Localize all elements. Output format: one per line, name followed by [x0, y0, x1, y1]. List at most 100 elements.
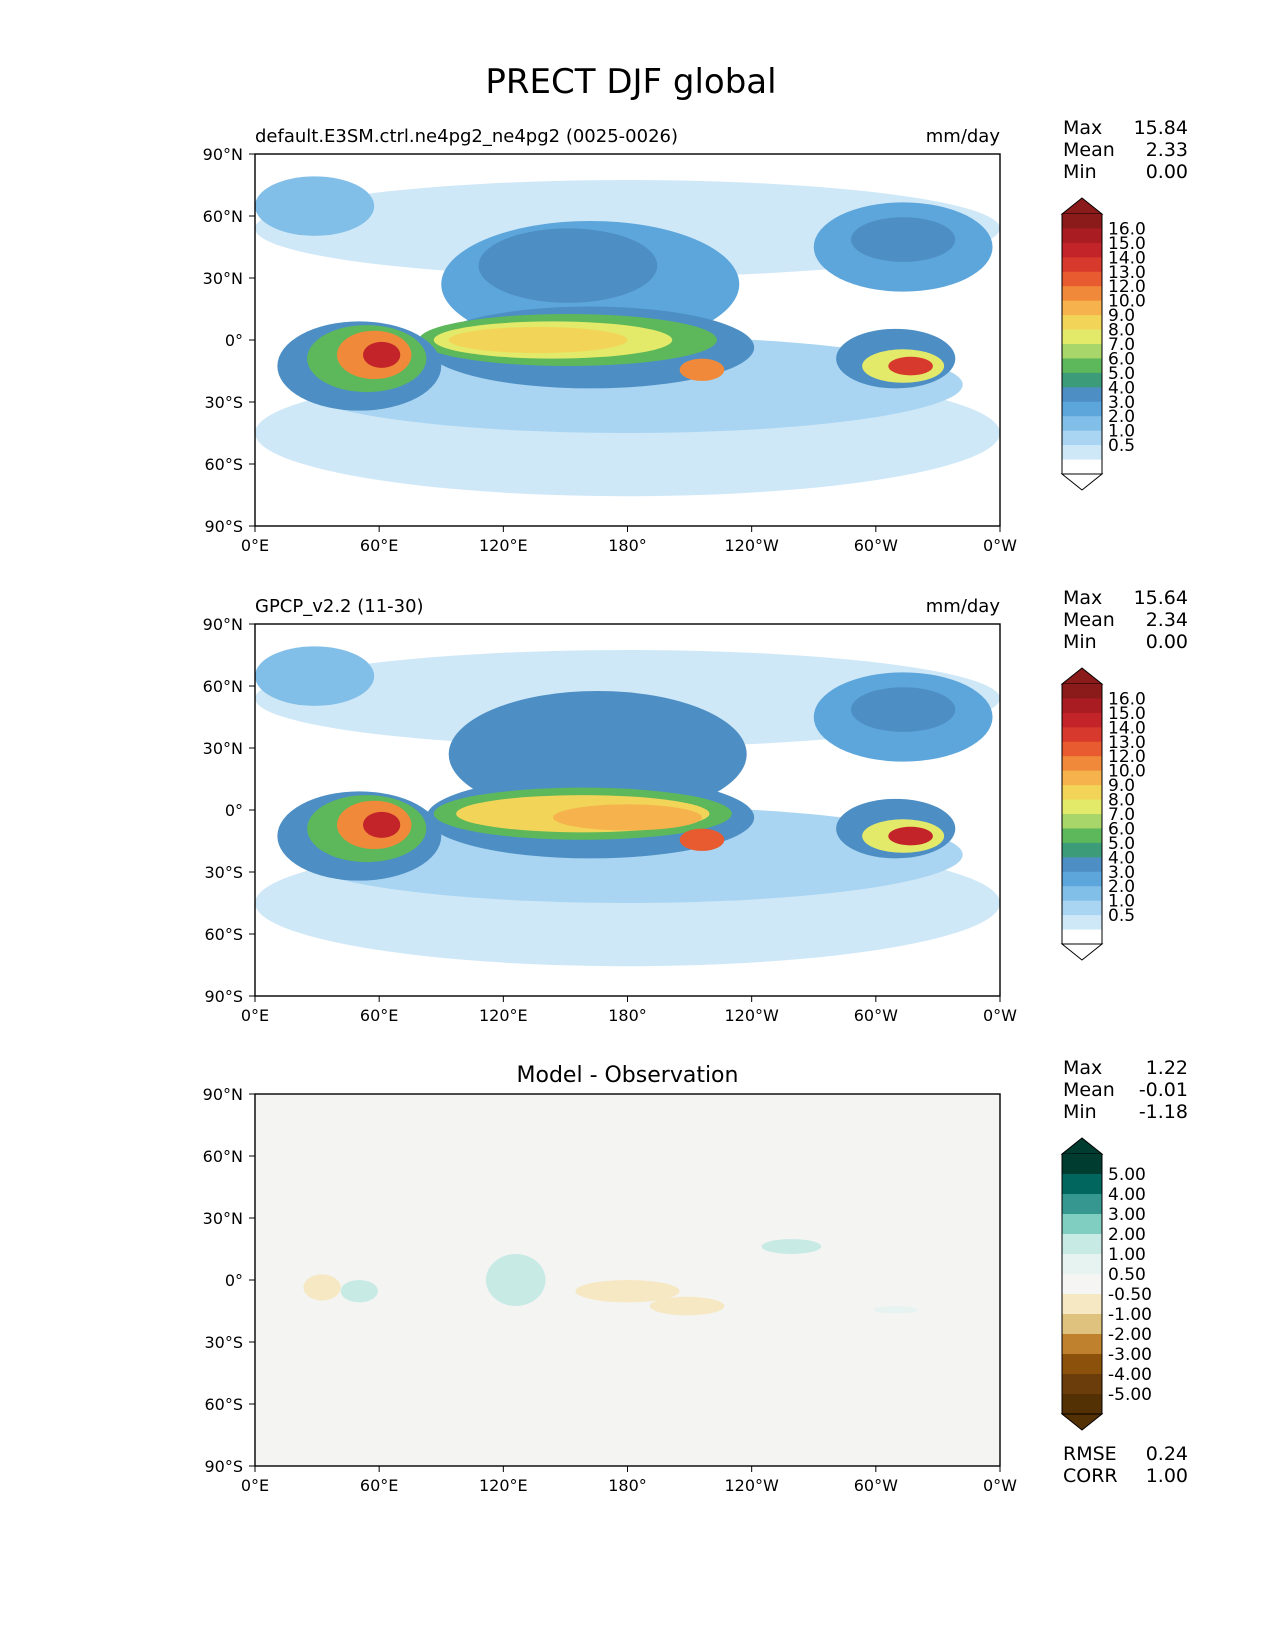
- precip-field: [255, 646, 1000, 967]
- colorbar-tick-label: 3.0: [1108, 863, 1135, 883]
- contour-region: [575, 1280, 680, 1303]
- x-tick-label: 60°W: [854, 536, 898, 555]
- colorbar-tick-label: 4.00: [1108, 1185, 1146, 1205]
- colorbar-swatch: [1062, 698, 1102, 714]
- colorbar-swatch: [1062, 1234, 1102, 1255]
- colorbar-swatch: [1062, 416, 1102, 432]
- y-tick-label: 30°S: [204, 863, 243, 882]
- colorbar-swatch: [1062, 756, 1102, 772]
- x-tick-label: 0°E: [241, 536, 269, 555]
- colorbar-tick-label: 5.0: [1108, 364, 1135, 384]
- colorbar-swatch: [1062, 1374, 1102, 1395]
- colorbar-swatch: [1062, 1154, 1102, 1175]
- colorbar-swatch: [1062, 1294, 1102, 1315]
- colorbar-swatch: [1062, 257, 1102, 273]
- x-tick-label: 60°E: [360, 1476, 398, 1495]
- colorbar-swatch: [1062, 1314, 1102, 1335]
- colorbar-swatch: [1062, 459, 1102, 475]
- colorbar-tick-label: 15.0: [1108, 704, 1146, 724]
- colorbar-swatch: [1062, 1394, 1102, 1415]
- colorbar-extend-min: [1060, 473, 1104, 491]
- contour-region: [485, 1253, 546, 1307]
- x-tick-label: 0°W: [983, 536, 1017, 555]
- y-tick-label: 30°N: [203, 739, 243, 758]
- stat-label: Mean: [1063, 1079, 1115, 1101]
- y-tick-label: 90°S: [204, 517, 243, 536]
- colorbar-tick-label: 7.0: [1108, 805, 1135, 825]
- colorbar-swatch: [1062, 1334, 1102, 1355]
- x-tick-label: 0°E: [241, 1476, 269, 1495]
- colorbar-tick-label: -4.00: [1108, 1365, 1152, 1385]
- colorbar-swatch: [1062, 401, 1102, 417]
- colorbar-tick-label: 0.50: [1108, 1265, 1146, 1285]
- colorbar-tick-label: 16.0: [1108, 219, 1146, 239]
- contour-region: [553, 804, 702, 831]
- stat-label: Max: [1063, 587, 1102, 609]
- y-tick-label: 90°N: [203, 1085, 243, 1104]
- colorbar-tick-label: 1.0: [1108, 422, 1135, 442]
- colorbar-swatch: [1062, 684, 1102, 699]
- figure-title: PRECT DJF global: [485, 62, 776, 102]
- colorbar-tick-label: -3.00: [1108, 1345, 1152, 1365]
- colorbar-swatch: [1062, 214, 1102, 229]
- colorbar-swatch: [1062, 727, 1102, 743]
- colorbar-tick-label: -2.00: [1108, 1325, 1152, 1345]
- stat-value: -1.18: [1139, 1101, 1188, 1123]
- colorbar-swatch: [1062, 430, 1102, 446]
- x-tick-label: 120°E: [479, 536, 528, 555]
- colorbar-extend-min: [1060, 943, 1104, 961]
- y-tick-label: 60°N: [203, 1147, 243, 1166]
- colorbar-tick-label: 10.0: [1108, 762, 1146, 782]
- colorbar-extend-max: [1060, 667, 1104, 685]
- colorbar: 16.015.014.013.012.010.09.08.07.06.05.04…: [1060, 667, 1146, 961]
- stat-label: Min: [1063, 631, 1097, 653]
- x-tick-label: 0°E: [241, 1006, 269, 1025]
- colorbar-swatch: [1062, 1194, 1102, 1215]
- y-tick-label: 30°S: [204, 1333, 243, 1352]
- contour-region: [363, 341, 401, 368]
- colorbar-swatch: [1062, 387, 1102, 403]
- colorbar-swatch: [1062, 228, 1102, 244]
- panel-left-title: default.E3SM.ctrl.ne4pg2_ne4pg2 (0025-00…: [255, 126, 678, 147]
- stat-label: Mean: [1063, 609, 1115, 631]
- colorbar-tick-label: -0.50: [1108, 1285, 1152, 1305]
- colorbar-tick-label: 0.5: [1108, 906, 1135, 926]
- colorbar-tick-label: 9.0: [1108, 306, 1135, 326]
- colorbar-swatch: [1062, 900, 1102, 916]
- panel-test: default.E3SM.ctrl.ne4pg2_ne4pg2 (0025-00…: [203, 117, 1188, 555]
- colorbar-tick-label: 7.0: [1108, 335, 1135, 355]
- colorbar-swatch: [1062, 785, 1102, 801]
- colorbar-swatch: [1062, 915, 1102, 931]
- y-tick-label: 30°N: [203, 269, 243, 288]
- colorbar-swatch: [1062, 372, 1102, 388]
- colorbar-swatch: [1062, 344, 1102, 359]
- contour-region: [478, 228, 658, 303]
- panel-units: mm/day: [926, 126, 1001, 147]
- colorbar-tick-label: 8.0: [1108, 321, 1135, 341]
- colorbar-swatch: [1062, 741, 1102, 757]
- contour-region: [649, 1296, 725, 1316]
- panel-ref: GPCP_v2.2 (11-30) mm/day 0°E 60°E 120°E 180° 1…: [203, 587, 1188, 1025]
- colorbar-tick-label: 0.5: [1108, 436, 1135, 456]
- colorbar-tick-label: 6.0: [1108, 349, 1135, 369]
- colorbar-swatch: [1062, 871, 1102, 887]
- colorbar: 16.015.014.013.012.010.09.08.07.06.05.04…: [1060, 197, 1146, 491]
- colorbar-swatch: [1062, 814, 1102, 829]
- stat-value: 1.22: [1146, 1057, 1188, 1079]
- x-tick-label: 180°: [608, 1476, 647, 1495]
- y-tick-label: 60°N: [203, 207, 243, 226]
- x-tick-label: 180°: [608, 1006, 647, 1025]
- x-tick-label: 0°W: [983, 1476, 1017, 1495]
- y-tick-label: 60°S: [204, 455, 243, 474]
- stat-value: -0.01: [1139, 1079, 1188, 1101]
- y-tick-label: 90°N: [203, 615, 243, 634]
- colorbar-swatch: [1062, 329, 1102, 345]
- y-tick-label: 60°N: [203, 677, 243, 696]
- colorbar-tick-label: 12.0: [1108, 747, 1146, 767]
- stat-label: Mean: [1063, 139, 1115, 161]
- colorbar-tick-label: 15.0: [1108, 234, 1146, 254]
- y-tick-label: 90°N: [203, 145, 243, 164]
- colorbar-extend-max: [1060, 197, 1104, 215]
- colorbar-swatch: [1062, 828, 1102, 844]
- colorbar-swatch: [1062, 886, 1102, 902]
